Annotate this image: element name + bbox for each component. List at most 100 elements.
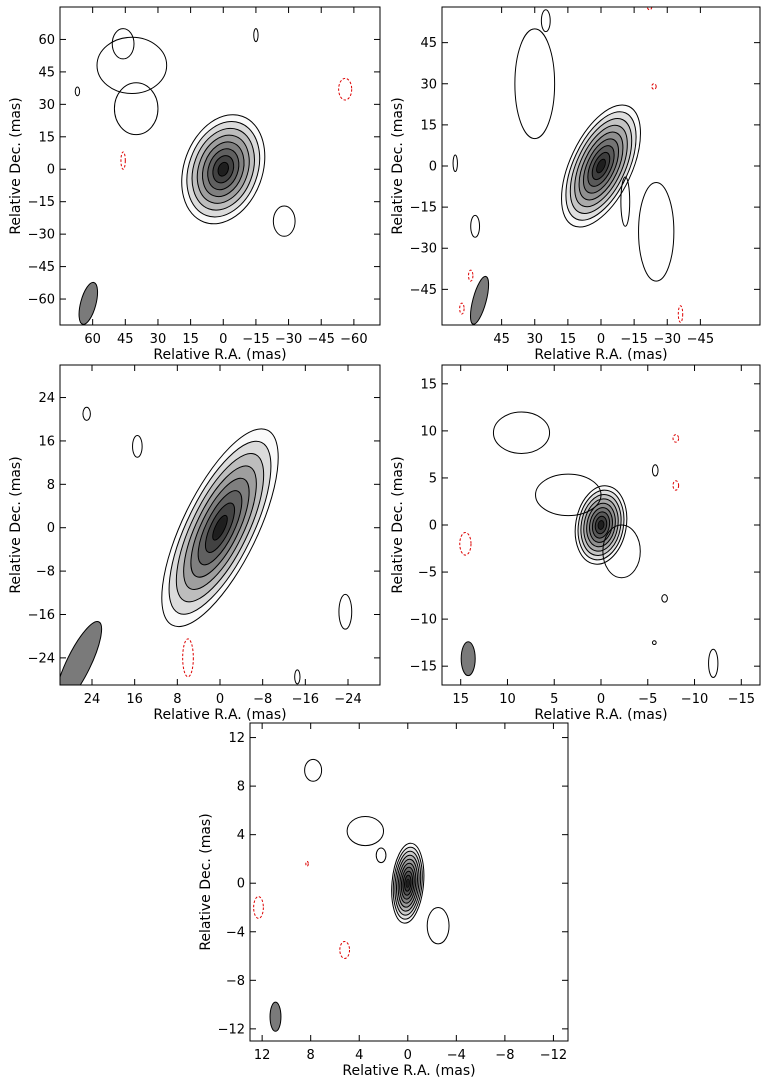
- negative-contour: [651, 83, 657, 90]
- x-tick-label: 0: [216, 692, 224, 707]
- y-tick-label: −12: [218, 1022, 245, 1037]
- y-tick-label: −10: [410, 613, 437, 628]
- x-tick-label: 0: [597, 692, 605, 707]
- plot-area: [452, 7, 684, 325]
- y-tick-label: 60: [38, 33, 55, 48]
- plot-area: [459, 411, 719, 678]
- x-tick-label: −8: [253, 692, 272, 707]
- y-tick-label: −5: [418, 566, 437, 581]
- positive-contour: [272, 205, 296, 237]
- positive-contour: [294, 669, 301, 685]
- x-tick-label: 24: [84, 692, 101, 707]
- x-tick-label: −30: [654, 332, 681, 347]
- x-axis-label: Relative R.A. (mas): [153, 347, 286, 363]
- x-tick-label: 15: [560, 332, 577, 347]
- y-tick-label: −15: [28, 195, 55, 210]
- x-tick-label: 5: [550, 692, 558, 707]
- negative-contour: [677, 305, 684, 323]
- x-tick-label: −4: [447, 1048, 466, 1063]
- y-tick-label: −30: [28, 228, 55, 243]
- positive-contour: [375, 847, 387, 864]
- x-tick-label: −12: [540, 1048, 567, 1063]
- plot-frame: [249, 722, 569, 1042]
- y-tick-label: 15: [420, 377, 437, 392]
- x-tick-label: 45: [493, 332, 510, 347]
- x-tick-label: 15: [452, 692, 469, 707]
- y-tick-label: −15: [410, 660, 437, 675]
- y-tick-label: 0: [429, 160, 437, 175]
- y-tick-label: −24: [28, 651, 55, 666]
- x-tick-label: −24: [334, 692, 361, 707]
- y-tick-label: 5: [429, 471, 437, 486]
- negative-contour: [459, 302, 465, 315]
- y-tick-label: 0: [47, 163, 55, 178]
- positive-contour: [540, 9, 551, 33]
- y-tick-label: 30: [420, 77, 437, 92]
- y-axis-label: Relative Dec. (mas): [198, 813, 214, 950]
- beam-ellipse: [78, 281, 99, 325]
- x-axis-label: Relative R.A. (mas): [534, 707, 667, 723]
- y-tick-label: −60: [28, 293, 55, 308]
- positive-contour: [452, 154, 458, 172]
- y-tick-label: 30: [38, 98, 55, 113]
- positive-contour: [492, 411, 551, 454]
- negative-contour: [305, 860, 309, 867]
- negative-contour: [120, 151, 126, 170]
- y-tick-label: −16: [28, 608, 55, 623]
- y-tick-label: 10: [420, 424, 437, 439]
- positive-contour: [638, 181, 675, 282]
- x-tick-label: 30: [526, 332, 543, 347]
- x-tick-label: 15: [182, 332, 199, 347]
- positive-contour: [651, 640, 657, 646]
- y-tick-label: 8: [47, 478, 55, 493]
- x-tick-label: −15: [728, 692, 755, 707]
- panel-1: 60 45 30 15 0 −15 −30 −45 −60604530150−15−30−45−…: [8, 6, 381, 363]
- y-tick-label: −45: [410, 283, 437, 298]
- x-axis-label: Relative R.A. (mas): [342, 1063, 475, 1079]
- y-tick-label: 0: [237, 877, 245, 892]
- negative-contour: [468, 269, 474, 282]
- negative-contour: [339, 940, 351, 959]
- y-tick-label: 24: [38, 391, 55, 406]
- y-tick-label: 8: [237, 780, 245, 795]
- core-peak: [597, 159, 605, 173]
- positive-contour: [96, 36, 168, 95]
- y-tick-label: 15: [38, 130, 55, 145]
- negative-contour: [182, 638, 194, 678]
- x-tick-label: 60: [84, 332, 101, 347]
- y-axis-label: Relative Dec. (mas): [8, 97, 24, 234]
- panel-5: 12 8 4 0 −4 −8 −12 12 8 4 0 −4 −8 −12 Relative R.A. (m…: [198, 722, 569, 1079]
- plot-area: [60, 406, 353, 685]
- x-tick-label: −45: [308, 332, 335, 347]
- x-tick-label: 0: [404, 1048, 412, 1063]
- y-tick-label: −45: [28, 260, 55, 275]
- beam-ellipse: [470, 275, 490, 325]
- x-tick-label: 16: [126, 692, 143, 707]
- beam-ellipse: [460, 641, 476, 677]
- x-tick-label: 0: [219, 332, 227, 347]
- negative-contour: [459, 532, 472, 556]
- panel-3: 24 16 8 0 −8 −16 −24 24 16 8 0 −8 −16 −24 Relative R.A…: [8, 364, 381, 723]
- y-tick-label: 16: [38, 434, 55, 449]
- y-tick-label: −15: [410, 201, 437, 216]
- x-tick-label: −60: [340, 332, 367, 347]
- x-tick-label: 0: [597, 332, 605, 347]
- positive-contour: [82, 406, 91, 421]
- plot-area: [74, 28, 353, 325]
- y-tick-label: −8: [226, 974, 245, 989]
- x-tick-label: −5: [638, 692, 657, 707]
- positive-contour: [620, 176, 631, 227]
- core-peak: [219, 163, 228, 175]
- y-tick-label: 4: [237, 828, 245, 843]
- positive-contour: [304, 758, 323, 782]
- y-tick-label: 0: [47, 521, 55, 536]
- positive-contour: [535, 473, 602, 517]
- y-tick-label: −8: [36, 565, 55, 580]
- x-axis-label: Relative R.A. (mas): [534, 347, 667, 363]
- y-tick-label: −4: [226, 925, 245, 940]
- positive-contour: [651, 464, 659, 477]
- core-peak: [406, 879, 410, 888]
- x-tick-label: 45: [117, 332, 134, 347]
- x-tick-label: 8: [173, 692, 181, 707]
